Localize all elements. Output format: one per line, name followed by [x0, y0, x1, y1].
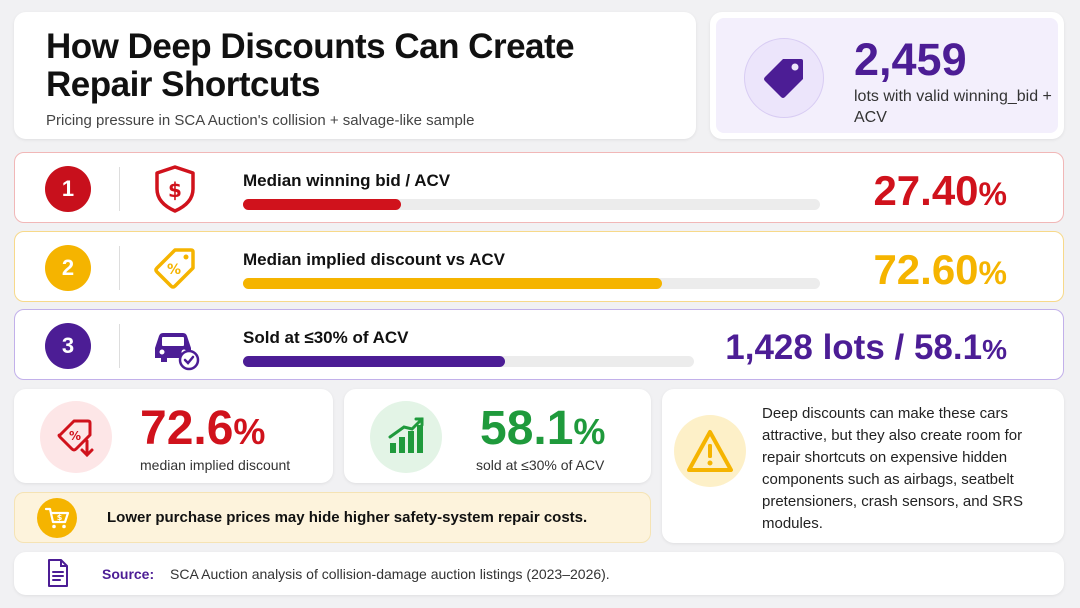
divider — [119, 246, 120, 290]
source-bar: Source: SCA Auction analysis of collisio… — [14, 552, 1064, 595]
sold-kpi-card: 58.1% sold at ≤30% of ACV — [344, 389, 651, 483]
discount-kpi-card: % 72.6% median implied discount — [14, 389, 333, 483]
metric-label-1: Median winning bid / ACV — [243, 171, 451, 190]
divider — [119, 167, 120, 211]
svg-text:$: $ — [168, 178, 182, 202]
shield-dollar-icon: $ — [149, 163, 201, 215]
lots-count: 2,459 — [854, 34, 967, 85]
progress-track-1 — [243, 199, 820, 210]
metric-label-2: Median implied discount vs ACV — [243, 250, 505, 269]
source-text: SCA Auction analysis of collision-damage… — [170, 566, 610, 582]
document-icon — [46, 558, 70, 593]
divider — [119, 324, 120, 368]
metric-row-1: 1 $ Median winning bid / ACV 27.40% — [14, 152, 1064, 223]
page-subtitle: Pricing pressure in SCA Auction's collis… — [46, 112, 475, 129]
warning-text: Deep discounts can make these cars attra… — [762, 405, 1023, 532]
metric-row-3: 3 Sold at ≤30% of ACV 1,428 lots / 58.1% — [14, 309, 1064, 380]
car-check-icon — [149, 320, 201, 372]
alert-bar: $ Lower purchase prices may hide higher … — [14, 492, 651, 543]
svg-text:$: $ — [57, 513, 63, 522]
svg-text:%: % — [167, 262, 181, 278]
progress-track-2 — [243, 278, 820, 289]
sold-kpi-caption: sold at ≤30% of ACV — [476, 457, 605, 473]
progress-fill-2 — [243, 278, 662, 289]
source-label: Source: — [102, 566, 155, 582]
lots-stat-inner: 2,459 lots with valid winning_bid + ACV — [716, 18, 1058, 133]
metric-value-3: 1,428 lots / 58.1% — [725, 328, 1007, 367]
warning-triangle-icon — [674, 415, 746, 487]
step-number-2: 2 — [45, 245, 91, 291]
progress-fill-1 — [243, 199, 402, 210]
discount-down-icon: % — [40, 401, 112, 473]
lots-description: lots with valid winning_bid + ACV — [854, 88, 1052, 126]
growth-chart-icon — [370, 401, 442, 473]
title-card: How Deep Discounts Can Create Repair Sho… — [14, 12, 696, 139]
warning-card: Deep discounts can make these cars attra… — [662, 389, 1064, 543]
metric-value-2: 72.60% — [873, 246, 1007, 293]
alert-text: Lower purchase prices may hide higher sa… — [107, 509, 588, 526]
price-tag-icon — [744, 38, 824, 118]
cart-dollar-icon: $ — [37, 498, 77, 538]
discount-kpi-caption: median implied discount — [140, 457, 291, 473]
progress-track-3 — [243, 356, 694, 367]
sold-kpi-value: 58.1% — [480, 402, 606, 455]
step-number-1: 1 — [45, 166, 91, 212]
progress-fill-3 — [243, 356, 506, 367]
metric-label-3: Sold at ≤30% of ACV — [243, 328, 409, 347]
step-number-3: 3 — [45, 323, 91, 369]
metric-value-1: 27.40% — [873, 167, 1007, 214]
svg-text:%: % — [69, 429, 81, 443]
discount-kpi-value: 72.6% — [140, 402, 266, 455]
metric-row-2: 2 % Median implied discount vs ACV 72.60… — [14, 231, 1064, 302]
page-title: How Deep Discounts Can Create Repair Sho… — [46, 27, 575, 104]
lots-stat-card: 2,459 lots with valid winning_bid + ACV — [710, 12, 1064, 139]
discount-tag-icon: % — [149, 242, 201, 294]
